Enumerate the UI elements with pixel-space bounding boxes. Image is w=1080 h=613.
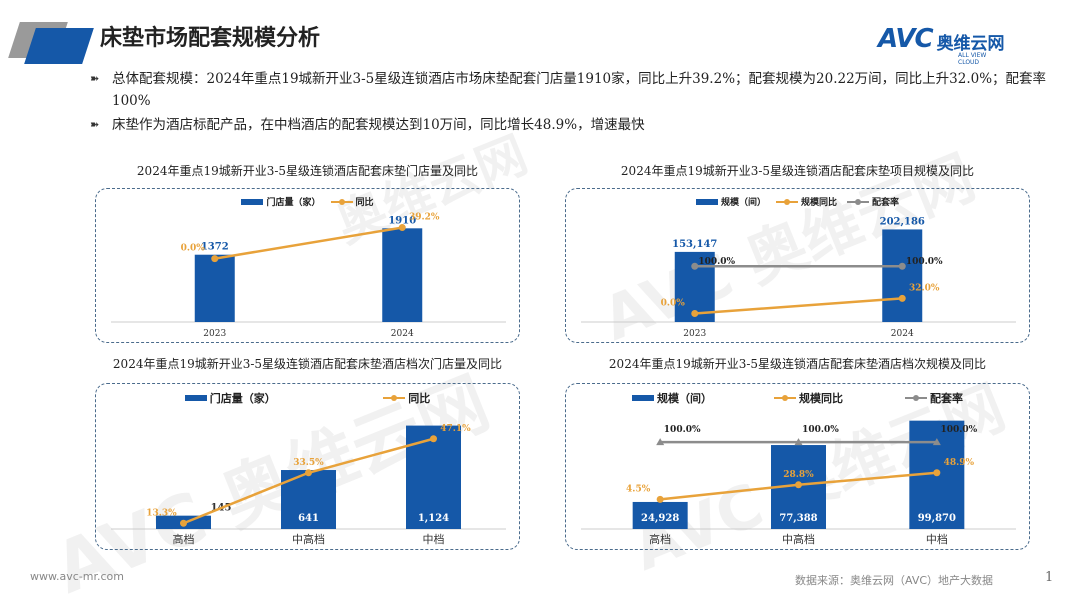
x-tick-label: 2023 — [203, 329, 226, 339]
data-point — [933, 469, 941, 477]
line-data-label: 33.5% — [293, 458, 324, 468]
chart-room-scale: 规模（间） 规模同比 配套率 2023 2024 153,147 202,186 0.0… — [565, 188, 1030, 343]
legend: 规模（间） 规模同比 配套率 — [566, 195, 1029, 208]
page-title: 床垫市场配套规模分析 — [100, 26, 321, 51]
data-point — [211, 255, 219, 263]
line-data-label: 28.8% — [783, 470, 814, 480]
line-data-label: 32.0% — [909, 283, 940, 293]
series-line-yoy — [694, 297, 903, 315]
data-point — [691, 262, 699, 270]
data-point — [898, 262, 906, 270]
chart-plot: 高档 中高档 中档 24,928 77,388 99,870 4.5% 28.8% 48.9% 1… — [581, 420, 1016, 546]
line-data-label: 48.9% — [944, 458, 975, 468]
bar-data-label: 641 — [298, 513, 319, 524]
bar — [194, 254, 235, 322]
bar-data-label: 1,124 — [418, 513, 449, 524]
data-point — [305, 469, 312, 477]
x-tick-label: 2023 — [683, 329, 706, 339]
data-source: 数据来源：奥维云网（AVC）地产大数据 — [795, 574, 994, 587]
bar-data-label: 153,147 — [672, 239, 717, 250]
data-point — [898, 294, 906, 302]
line-data-label: 47.1% — [440, 424, 471, 434]
line-data-label: 100.0% — [664, 425, 701, 435]
data-point — [398, 224, 406, 232]
page-number: 1 — [1045, 570, 1054, 585]
avc-logo: AVC 奥维云网 ALL VIEW CLOUD — [878, 24, 1005, 66]
chart-plot: 2023 2024 1372 1910 0.0% 39.2% — [111, 213, 506, 339]
line-data-label: 13.3% — [146, 508, 177, 518]
title-decoration — [24, 28, 94, 64]
bullet-item: ➽ 总体配套规模：2024年重点19城新开业3-5星级连锁酒店市场床垫配套门店量1… — [90, 68, 1060, 112]
double-arrow-icon: ➽ — [90, 118, 100, 131]
line-data-label: 4.5% — [626, 484, 651, 494]
data-point — [430, 435, 437, 443]
x-tick-label: 中档 — [926, 532, 948, 546]
x-tick-label: 2024 — [891, 329, 914, 339]
x-tick-label: 高档 — [173, 532, 195, 546]
bar — [632, 501, 688, 529]
chart-title: 2024年重点19城新开业3-5星级连锁酒店配套床垫项目规模及同比 — [620, 164, 975, 178]
bar-data-label: 1372 — [201, 242, 229, 253]
chart-title: 2024年重点19城新开业3-5星级连锁酒店配套床垫酒店档次规模及同比 — [608, 357, 987, 371]
legend: 门店量（家） 同比 — [96, 390, 519, 406]
website-link[interactable]: www.avc-mr.com — [30, 570, 124, 583]
summary-bullets: ➽ 总体配套规模：2024年重点19城新开业3-5星级连锁酒店市场床垫配套门店量1… — [90, 68, 1060, 136]
data-point — [656, 438, 665, 446]
bar — [882, 229, 923, 322]
line-data-label: 39.2% — [409, 213, 440, 223]
chart-plot: 2023 2024 153,147 202,186 0.0% 32.0% 100.0% 100… — [581, 216, 1016, 339]
chart-tier-store-count: 门店量（家） 同比 高档 中高档 中档 145 641 1,124 13.3% 33.5% 47… — [95, 383, 520, 550]
chart-store-count: 门店量（家） 同比 2023 2024 1372 1910 0.0% 39.2% — [95, 188, 520, 343]
x-tick-label: 中高档 — [782, 532, 815, 546]
double-arrow-icon: ➽ — [90, 72, 100, 85]
line-data-label: 100.0% — [698, 257, 735, 267]
chart-title: 2024年重点19城新开业3-5星级连锁酒店配套床垫门店量及同比 — [136, 164, 479, 178]
bar — [382, 228, 423, 322]
x-tick-label: 2024 — [391, 329, 414, 339]
bullet-item: ➽ 床垫作为酒店标配产品，在中档酒店的配套规模达到10万间，同比增长48.9%，增… — [90, 114, 1060, 136]
data-point — [656, 495, 664, 503]
data-point — [794, 438, 803, 446]
data-point — [795, 481, 802, 489]
bar-data-label: 77,388 — [779, 513, 817, 524]
bar-data-label: 1910 — [388, 215, 416, 226]
x-tick-label: 中档 — [423, 532, 445, 546]
bar-data-label: 24,928 — [641, 513, 679, 524]
line-data-label: 100.0% — [906, 257, 943, 267]
data-point — [180, 519, 187, 527]
legend: 规模（间） 规模同比 配套率 — [566, 390, 1029, 406]
chart-tier-room-scale: 规模（间） 规模同比 配套率 高档 中高档 中档 24,928 77,388 99,870… — [565, 383, 1030, 550]
legend: 门店量（家） 同比 — [96, 195, 519, 208]
series-line-yoy — [214, 226, 403, 260]
line-data-label: 0.0% — [661, 298, 686, 308]
bar-data-label: 99,870 — [918, 513, 956, 524]
data-point — [932, 438, 941, 446]
chart-title: 2024年重点19城新开业3-5星级连锁酒店配套床垫酒店档次门店量及同比 — [112, 357, 503, 371]
x-tick-label: 高档 — [649, 532, 671, 546]
line-data-label: 100.0% — [940, 425, 977, 435]
line-data-label: 100.0% — [802, 425, 839, 435]
bar-data-label: 202,186 — [880, 216, 925, 227]
line-data-label: 0.0% — [181, 244, 206, 254]
data-point — [691, 309, 699, 317]
x-tick-label: 中高档 — [292, 532, 325, 546]
